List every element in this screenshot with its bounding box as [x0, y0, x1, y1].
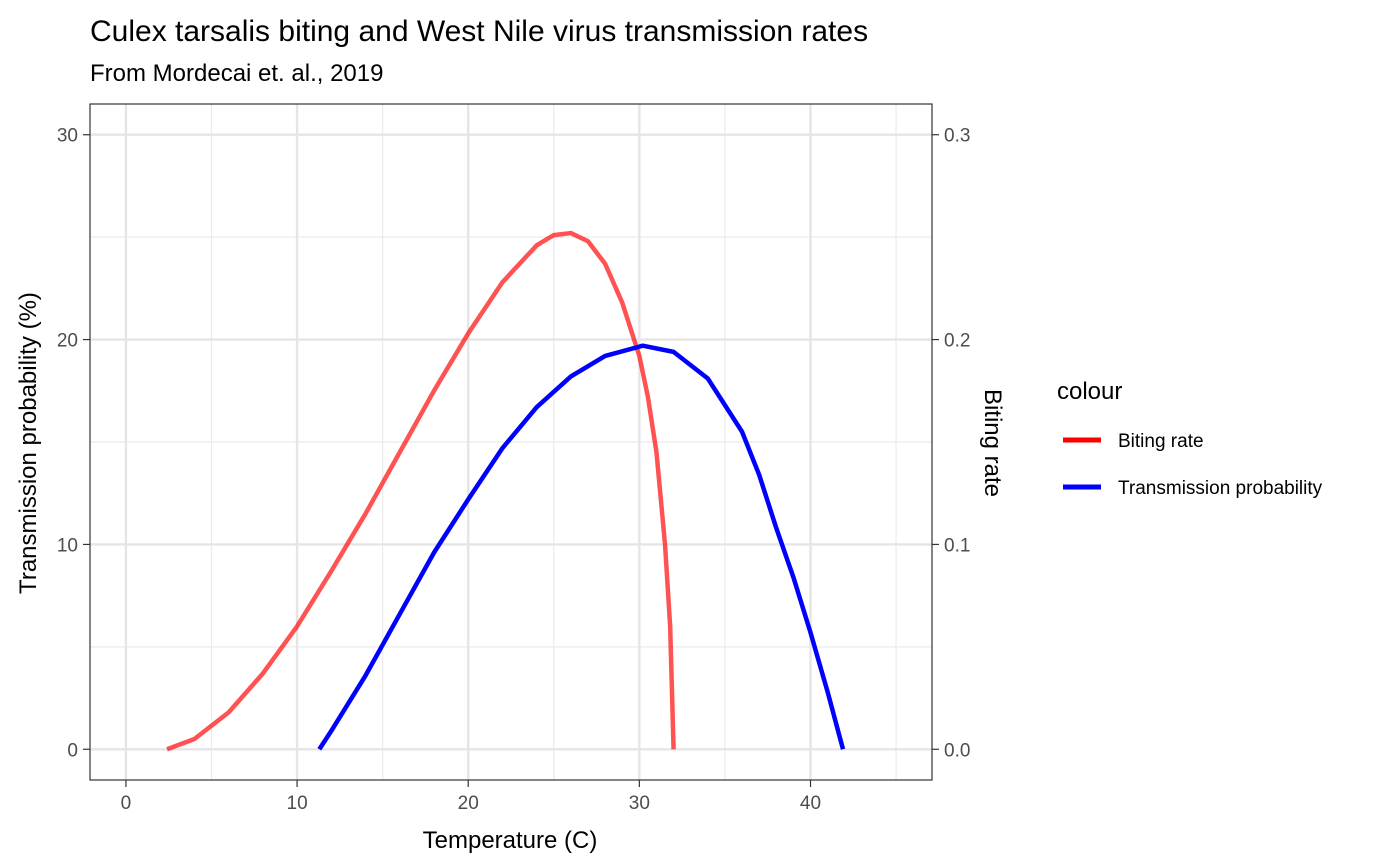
x-tick-label: 10 — [287, 793, 308, 814]
y-axis-right-title: Biting rate — [979, 389, 1006, 497]
series-line-transmission-probability — [317, 343, 846, 751]
legend: colour Biting rate Transmission probabil… — [1057, 378, 1323, 499]
y-left-tick-label: 10 — [57, 535, 78, 556]
x-tick-label: 20 — [458, 793, 479, 814]
y-right-tick-label: 0.3 — [944, 126, 970, 147]
x-axis-title: Temperature (C) — [423, 827, 598, 854]
legend-label-biting-rate: Biting rate — [1118, 431, 1204, 452]
axes: 0 10 20 30 40 0 0.0 10 0.1 20 0.2 30 0.3 — [57, 126, 971, 814]
y-right-tick-label: 0.2 — [944, 331, 970, 352]
grid-lines — [90, 104, 932, 780]
x-tick-label: 0 — [121, 793, 132, 814]
y-left-tick-label: 0 — [67, 740, 78, 761]
series-line-biting-rate — [166, 230, 676, 752]
y-right-tick-label: 0.0 — [944, 740, 970, 761]
x-tick-label: 30 — [629, 793, 650, 814]
legend-label-transmission-probability: Transmission probability — [1118, 478, 1323, 499]
series-lines — [166, 230, 846, 752]
chart-title: Culex tarsalis biting and West Nile viru… — [90, 15, 868, 48]
plot-panel-border — [89, 103, 933, 781]
y-left-tick-label: 20 — [57, 331, 78, 352]
chart-subtitle: From Mordecai et. al., 2019 — [90, 60, 383, 87]
y-left-tick-label: 30 — [57, 126, 78, 147]
x-tick-label: 40 — [800, 793, 821, 814]
y-right-tick-label: 0.1 — [944, 535, 970, 556]
legend-title: colour — [1057, 378, 1122, 405]
y-axis-left-title: Transmission probability (%) — [15, 292, 42, 594]
